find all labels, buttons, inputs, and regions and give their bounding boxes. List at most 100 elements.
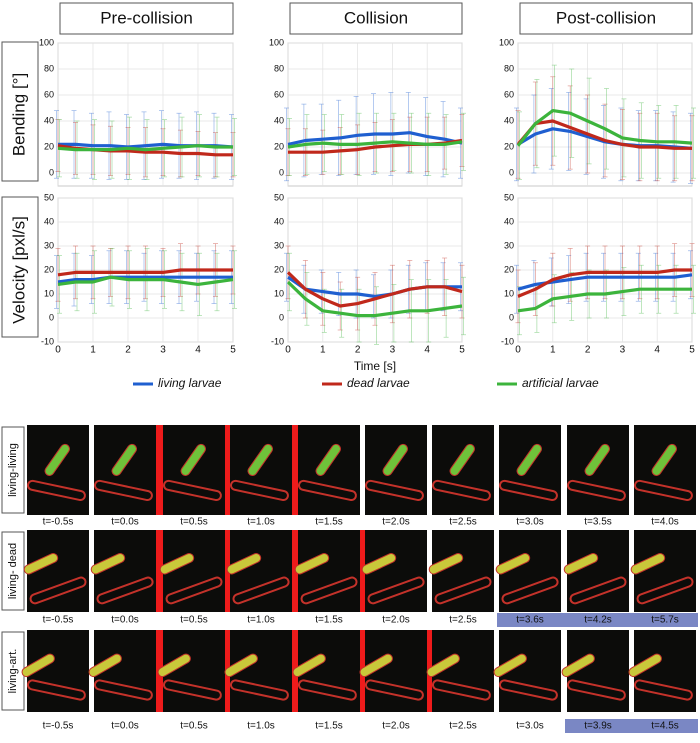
y-tick-label: 60	[274, 89, 284, 99]
time-label: t=1.5s	[315, 721, 343, 732]
time-label: t=3.6s	[516, 615, 544, 626]
mean-line	[286, 271, 463, 308]
microscopy-frame	[163, 425, 225, 515]
microscopy-frame	[230, 530, 292, 612]
legend-label: living larvae	[158, 376, 222, 390]
y-tick-label: 40	[44, 216, 54, 226]
larva-red	[431, 479, 491, 502]
larva-red	[498, 679, 558, 701]
y-tick-label: 40	[274, 115, 284, 125]
x-tick-label: 1	[320, 345, 326, 356]
x-tick-label: 2	[125, 345, 131, 356]
larva-green	[628, 653, 662, 678]
mean-line	[57, 275, 234, 286]
x-tick-label: 3	[160, 345, 166, 356]
error-bar	[232, 118, 237, 176]
time-label: t=2.0s	[382, 615, 410, 626]
time-label: t=2.5s	[449, 721, 477, 732]
larva-red	[297, 679, 357, 701]
error-bar	[691, 264, 696, 314]
larva-red	[300, 576, 358, 605]
larva-green	[449, 443, 476, 476]
larva-green	[428, 553, 464, 575]
x-tick-label: 0	[285, 345, 291, 356]
legend-label: dead larvae	[347, 376, 410, 390]
y-tick-label: 0	[279, 312, 284, 322]
microscopy-frame	[27, 530, 89, 612]
y-tick-label: 0	[49, 312, 54, 322]
larva-red	[367, 576, 425, 605]
microscopy-frame	[94, 425, 156, 515]
time-label: t=2.5s	[449, 615, 477, 626]
column-title: Post-collision	[556, 8, 656, 27]
y-tick-label: 60	[44, 89, 54, 99]
mean-line	[516, 119, 692, 150]
microscopy-frame	[634, 425, 696, 515]
y-axis-label: Velocity [pxl/s]	[9, 216, 28, 324]
larva-red	[165, 576, 223, 605]
larva-green	[224, 653, 258, 678]
y-tick-label: 30	[44, 240, 54, 250]
error-bar	[514, 107, 519, 182]
larva-red	[498, 479, 558, 502]
x-tick-label: 5	[689, 345, 695, 356]
row-label-box	[1, 426, 25, 514]
y-tick-label: 40	[504, 115, 514, 125]
time-label: t=0.0s	[111, 615, 139, 626]
microscopy-frame	[27, 425, 89, 515]
larva-red	[636, 576, 694, 605]
y-tick-label: 20	[274, 264, 284, 274]
microscopy-frame	[365, 425, 427, 515]
larva-red	[297, 479, 357, 502]
y-tick-label: 100	[499, 37, 514, 47]
larva-red	[232, 576, 290, 605]
microscopy-frame	[94, 530, 156, 612]
y-axis-label: Bending [°]	[9, 73, 28, 156]
larva-red	[26, 479, 86, 502]
time-label: t=3.0s	[516, 517, 544, 528]
x-tick-label: 5	[459, 345, 465, 356]
x-tick-label: 3	[620, 345, 626, 356]
x-tick-label: 5	[230, 345, 236, 356]
row-label-box	[1, 41, 39, 182]
error-bar	[691, 107, 696, 179]
time-label: t=0.0s	[111, 721, 139, 732]
larva-red	[96, 576, 154, 605]
y-tick-label: 50	[44, 192, 54, 202]
x-axis-label: Time [s]	[354, 359, 396, 373]
time-label: t=1.0s	[247, 615, 275, 626]
larva-green	[361, 553, 397, 575]
larva-red	[431, 679, 491, 701]
error-bar	[232, 250, 237, 309]
y-tick-label: -10	[271, 336, 284, 346]
time-label: t=2.0s	[382, 721, 410, 732]
y-tick-label: 20	[44, 141, 54, 151]
time-label: t=1.5s	[315, 615, 343, 626]
larva-green	[426, 653, 460, 678]
column-title-box	[59, 2, 234, 35]
y-tick-label: 0	[509, 312, 514, 322]
microscopy-frame	[567, 530, 629, 612]
larva-green	[157, 653, 191, 678]
row-label-box	[1, 196, 39, 338]
y-tick-label: 100	[269, 37, 284, 47]
y-tick-label: 10	[44, 288, 54, 298]
column-title-box	[289, 2, 463, 35]
red-marker	[156, 425, 163, 515]
larva-green	[495, 553, 531, 575]
x-tick-label: 3	[390, 345, 396, 356]
y-tick-label: 60	[504, 89, 514, 99]
time-label: t=1.0s	[247, 721, 275, 732]
larva-red	[633, 679, 693, 701]
y-tick-label: 80	[274, 63, 284, 73]
time-label: t=3.0s	[516, 721, 544, 732]
y-tick-label: 80	[44, 63, 54, 73]
larva-red	[229, 479, 289, 502]
time-label: t=1.0s	[247, 517, 275, 528]
microscopy-frame	[163, 530, 225, 612]
time-label: t=1.5s	[315, 517, 343, 528]
y-tick-label: 40	[274, 216, 284, 226]
larva-green	[226, 553, 262, 575]
larva-green	[111, 443, 138, 476]
larva-green	[44, 443, 71, 476]
